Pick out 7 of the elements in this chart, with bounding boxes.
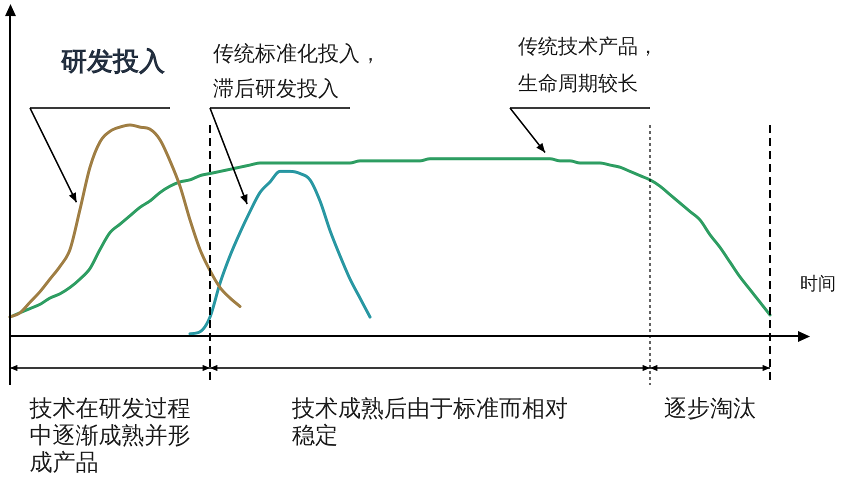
text: 技术成熟后由于标准而相对稳定: [291, 396, 568, 449]
text: 技术在研发过程中逐渐成熟并形成产品: [28, 396, 190, 476]
text: 传统技术产品，生命周期较长: [518, 34, 658, 96]
text: 传统标准化投入，滞后研发投入: [213, 41, 381, 100]
text: 逐步淘汰: [664, 396, 756, 422]
x-axis-title: 时间: [800, 274, 836, 295]
text: 研发投入: [60, 46, 166, 77]
